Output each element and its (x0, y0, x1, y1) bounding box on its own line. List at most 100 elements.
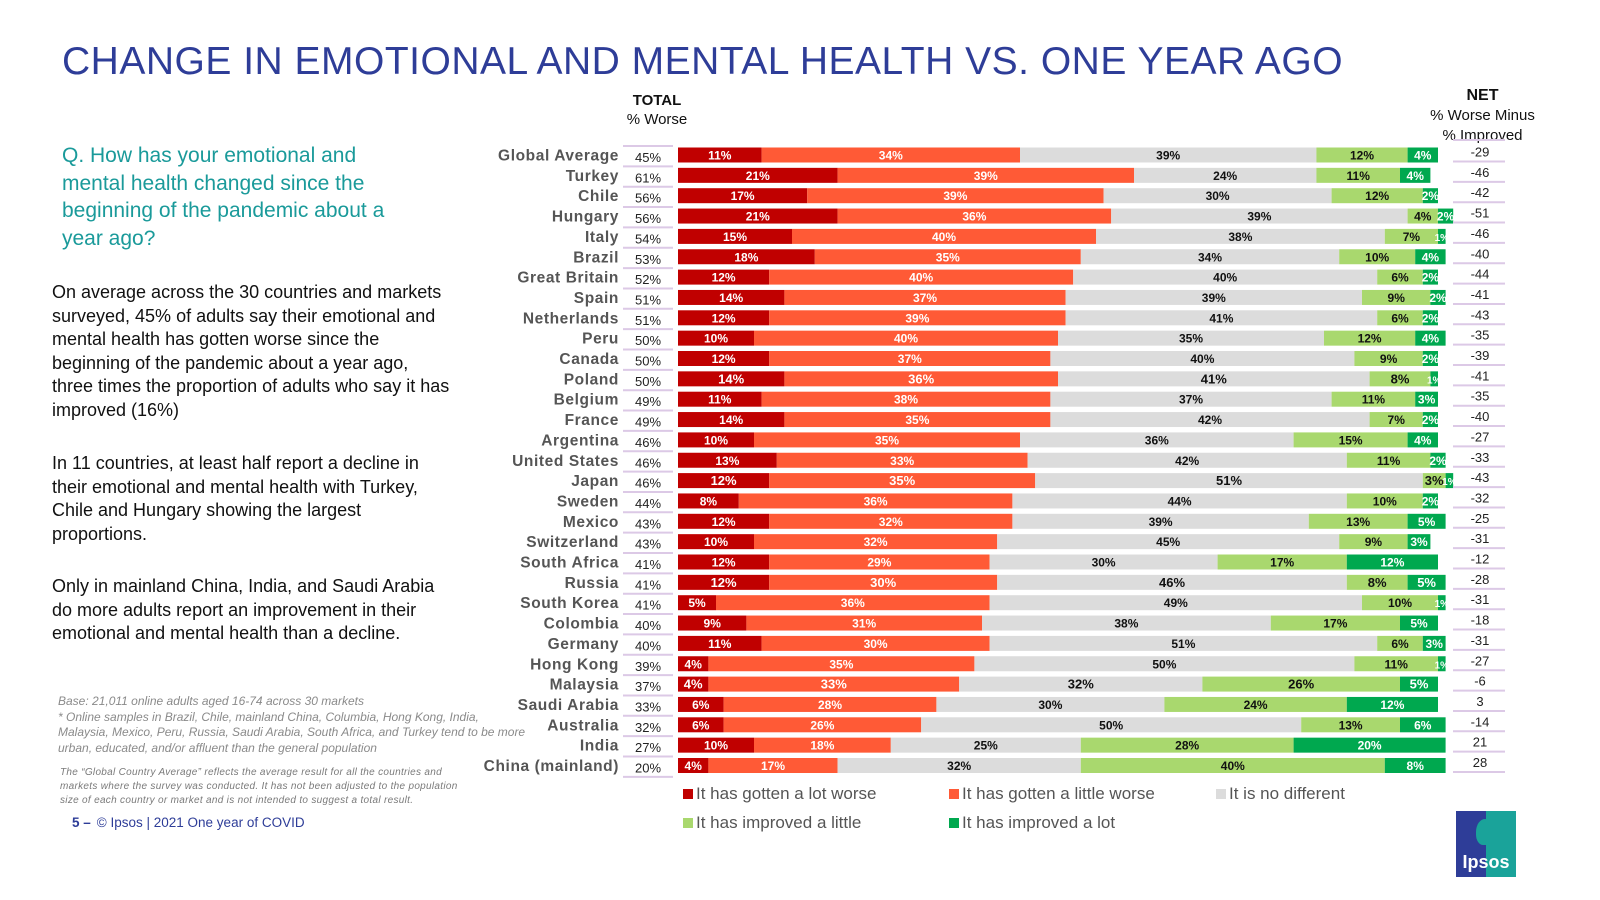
bar-segment-lot-worse (678, 310, 770, 326)
bar-data-label: 37% (913, 291, 937, 305)
total-worse-value: 51% (635, 292, 661, 307)
bar-data-label: 40% (909, 271, 933, 285)
net-value: 21 (1473, 735, 1487, 750)
net-value: -40 (1471, 246, 1490, 261)
bar-segment-improved-lot (1422, 412, 1438, 428)
net-value: -28 (1471, 572, 1490, 587)
bar-data-label: 2% (1422, 189, 1440, 203)
net-value: 28 (1473, 755, 1487, 770)
bar-data-label: 35% (875, 433, 899, 447)
bar-segment-little-worse (723, 717, 922, 733)
bar-data-label: 4% (1414, 433, 1432, 447)
bar-segment-no-different (989, 554, 1218, 570)
total-worse-value: 46% (635, 476, 661, 491)
legend-swatch-lot-worse (683, 789, 693, 799)
bar-data-label: 4% (685, 759, 703, 773)
total-worse-value: 56% (635, 191, 661, 206)
legend-swatch-little-worse (949, 789, 959, 799)
bar-data-label: 6% (692, 698, 710, 712)
bar-data-label: 4% (1422, 250, 1440, 264)
bar-segment-lot-worse (678, 412, 785, 428)
bar-segment-improved-little (1164, 696, 1347, 712)
bar-data-label: 30% (870, 575, 896, 590)
bar-segment-little-worse (769, 513, 1013, 529)
net-value: -31 (1471, 633, 1490, 648)
bar-segment-little-worse (784, 289, 1066, 305)
total-worse-value: 50% (635, 374, 661, 389)
bar-segment-little-worse (754, 737, 891, 753)
bar-segment-lot-worse (678, 717, 724, 733)
bar-data-label: 1% (1435, 660, 1450, 671)
bar-data-label: 34% (1198, 250, 1222, 264)
bar-segment-improved-lot (1293, 737, 1446, 753)
bar-segment-lot-worse (678, 493, 739, 509)
bar-data-label: 2% (1422, 271, 1440, 285)
bar-data-label: 39% (1156, 149, 1180, 163)
total-worse-value: 39% (635, 659, 661, 674)
bar-data-label: 40% (1221, 759, 1245, 773)
bar-segment-lot-worse (678, 269, 770, 285)
net-value: -29 (1471, 145, 1490, 160)
bar-segment-lot-worse (678, 147, 762, 163)
bar-data-label: 9% (1380, 352, 1398, 366)
total-worse-value: 41% (635, 598, 661, 613)
bar-segment-no-different (1065, 289, 1362, 305)
bar-data-label: 40% (894, 332, 918, 346)
bar-segment-lot-worse (678, 351, 770, 366)
bar-segment-improved-lot (1422, 493, 1438, 509)
category-label: India (580, 738, 619, 755)
bar-segment-improved-little (1422, 473, 1446, 489)
bar-data-label: 5% (1417, 575, 1436, 590)
bar-segment-lot-worse (678, 452, 777, 468)
bar-data-label: 7% (1388, 413, 1406, 427)
total-worse-value: 41% (635, 577, 661, 592)
bar-segment-no-different (959, 676, 1203, 692)
bar-segment-improved-lot (1400, 717, 1446, 733)
bar-data-label: 26% (1288, 677, 1314, 692)
bar-segment-little-worse (761, 635, 990, 651)
bar-segment-no-different (982, 615, 1271, 631)
net-value: -6 (1474, 674, 1486, 689)
bar-segment-little-worse (769, 554, 990, 570)
bar-segment-improved-little (1301, 717, 1400, 733)
bar-segment-improved-lot (1415, 391, 1438, 407)
category-label: Argentina (541, 432, 619, 449)
bar-data-label: 5% (688, 596, 706, 610)
bar-segment-no-different (1080, 249, 1340, 265)
bar-segment-no-different (1035, 473, 1423, 489)
bar-segment-improved-lot (1430, 452, 1446, 468)
bar-data-label: 11% (1385, 657, 1409, 671)
bar-segment-lot-worse (678, 228, 792, 244)
bar-data-label: 38% (894, 393, 918, 407)
bar-data-label: 50% (1099, 718, 1123, 732)
bar-segment-lot-worse (678, 513, 770, 529)
total-header-subtitle: % Worse (626, 111, 688, 128)
category-label: Canada (559, 351, 619, 368)
bar-segment-improved-little (1308, 513, 1408, 529)
bar-segment-improved-little (1080, 737, 1294, 753)
bar-segment-little-worse (754, 330, 1058, 346)
bar-segment-improved-little (1377, 635, 1423, 651)
bar-data-label: 3% (1410, 535, 1428, 549)
bar-data-label: 39% (1149, 515, 1173, 529)
total-worse-value: 51% (635, 313, 661, 328)
bar-segment-little-worse (769, 574, 998, 590)
bar-segment-no-different (1020, 147, 1317, 163)
bar-data-label: 35% (905, 413, 929, 427)
bar-segment-no-different (921, 717, 1302, 733)
bar-segment-improved-little (1369, 371, 1431, 387)
net-value: -35 (1471, 389, 1490, 404)
bar-segment-improved-lot (1438, 228, 1446, 244)
survey-question: Q. How has your emotional and mental hea… (62, 144, 385, 250)
bar-data-label: 20% (1358, 739, 1382, 753)
total-header-title: TOTAL (632, 92, 682, 109)
bar-data-label: 10% (704, 332, 728, 346)
net-header-subtitle-1: % Worse Minus (1430, 107, 1535, 124)
category-label: Belgium (554, 392, 619, 409)
bar-segment-improved-little (1202, 676, 1400, 692)
bar-segment-improved-little (1316, 147, 1408, 163)
bar-segment-improved-little (1354, 656, 1438, 672)
total-worse-value: 45% (635, 150, 661, 165)
base-note: Base: 21,011 online adults aged 16-74 ac… (58, 694, 526, 755)
net-column-header: NET % Worse Minus % Improved (1420, 86, 1545, 146)
